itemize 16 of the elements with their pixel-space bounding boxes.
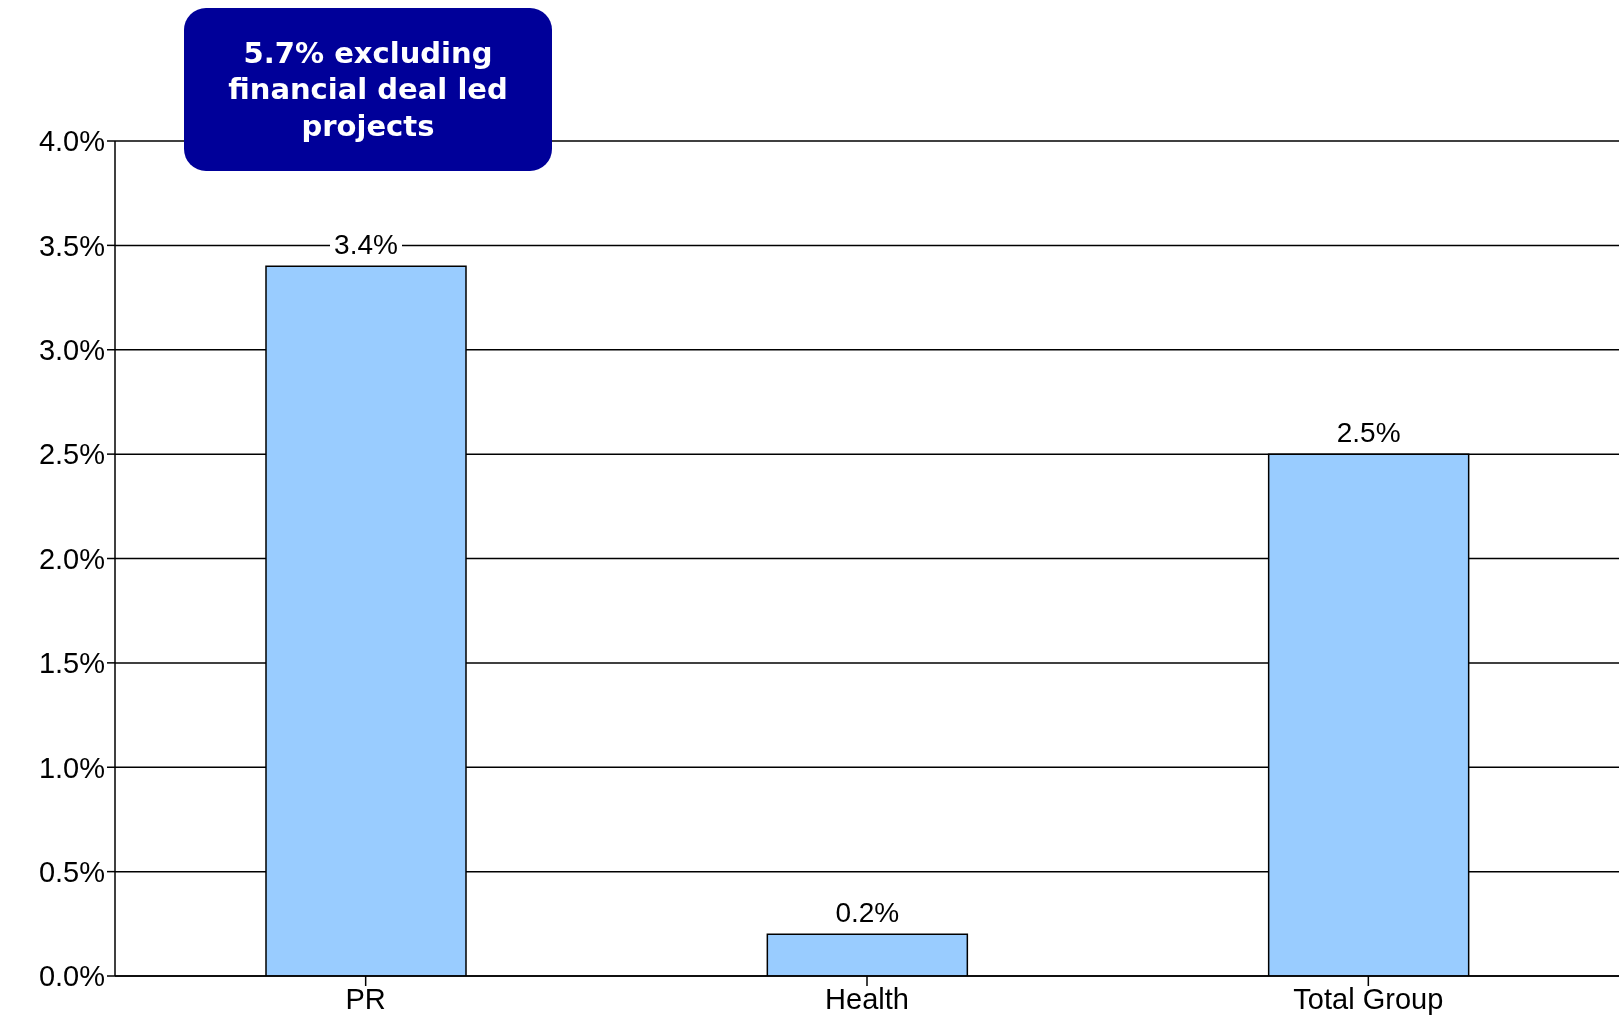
y-tick-label: 0.5% <box>38 855 105 888</box>
data-label: 0.2% <box>835 897 900 929</box>
y-tick-label: 0.0% <box>38 960 105 993</box>
x-tick-label: Health <box>825 982 909 1015</box>
y-tick-label: 3.0% <box>38 334 105 367</box>
y-tick-label: 1.5% <box>38 647 105 680</box>
y-tick-label: 2.0% <box>38 542 105 575</box>
x-tick-label: Total Group <box>1293 982 1444 1015</box>
annotation: 5.7% excluding financial deal led projects <box>184 8 552 171</box>
y-tick-label: 2.5% <box>38 438 105 471</box>
x-tick-label: PR <box>345 982 386 1015</box>
y-tick-label: 3.5% <box>38 229 105 262</box>
y-tick-label: 4.0% <box>38 125 105 158</box>
y-tick-label: 1.0% <box>38 751 105 784</box>
data-label: 3.4% <box>334 229 398 261</box>
data-label: 2.5% <box>1336 417 1401 449</box>
